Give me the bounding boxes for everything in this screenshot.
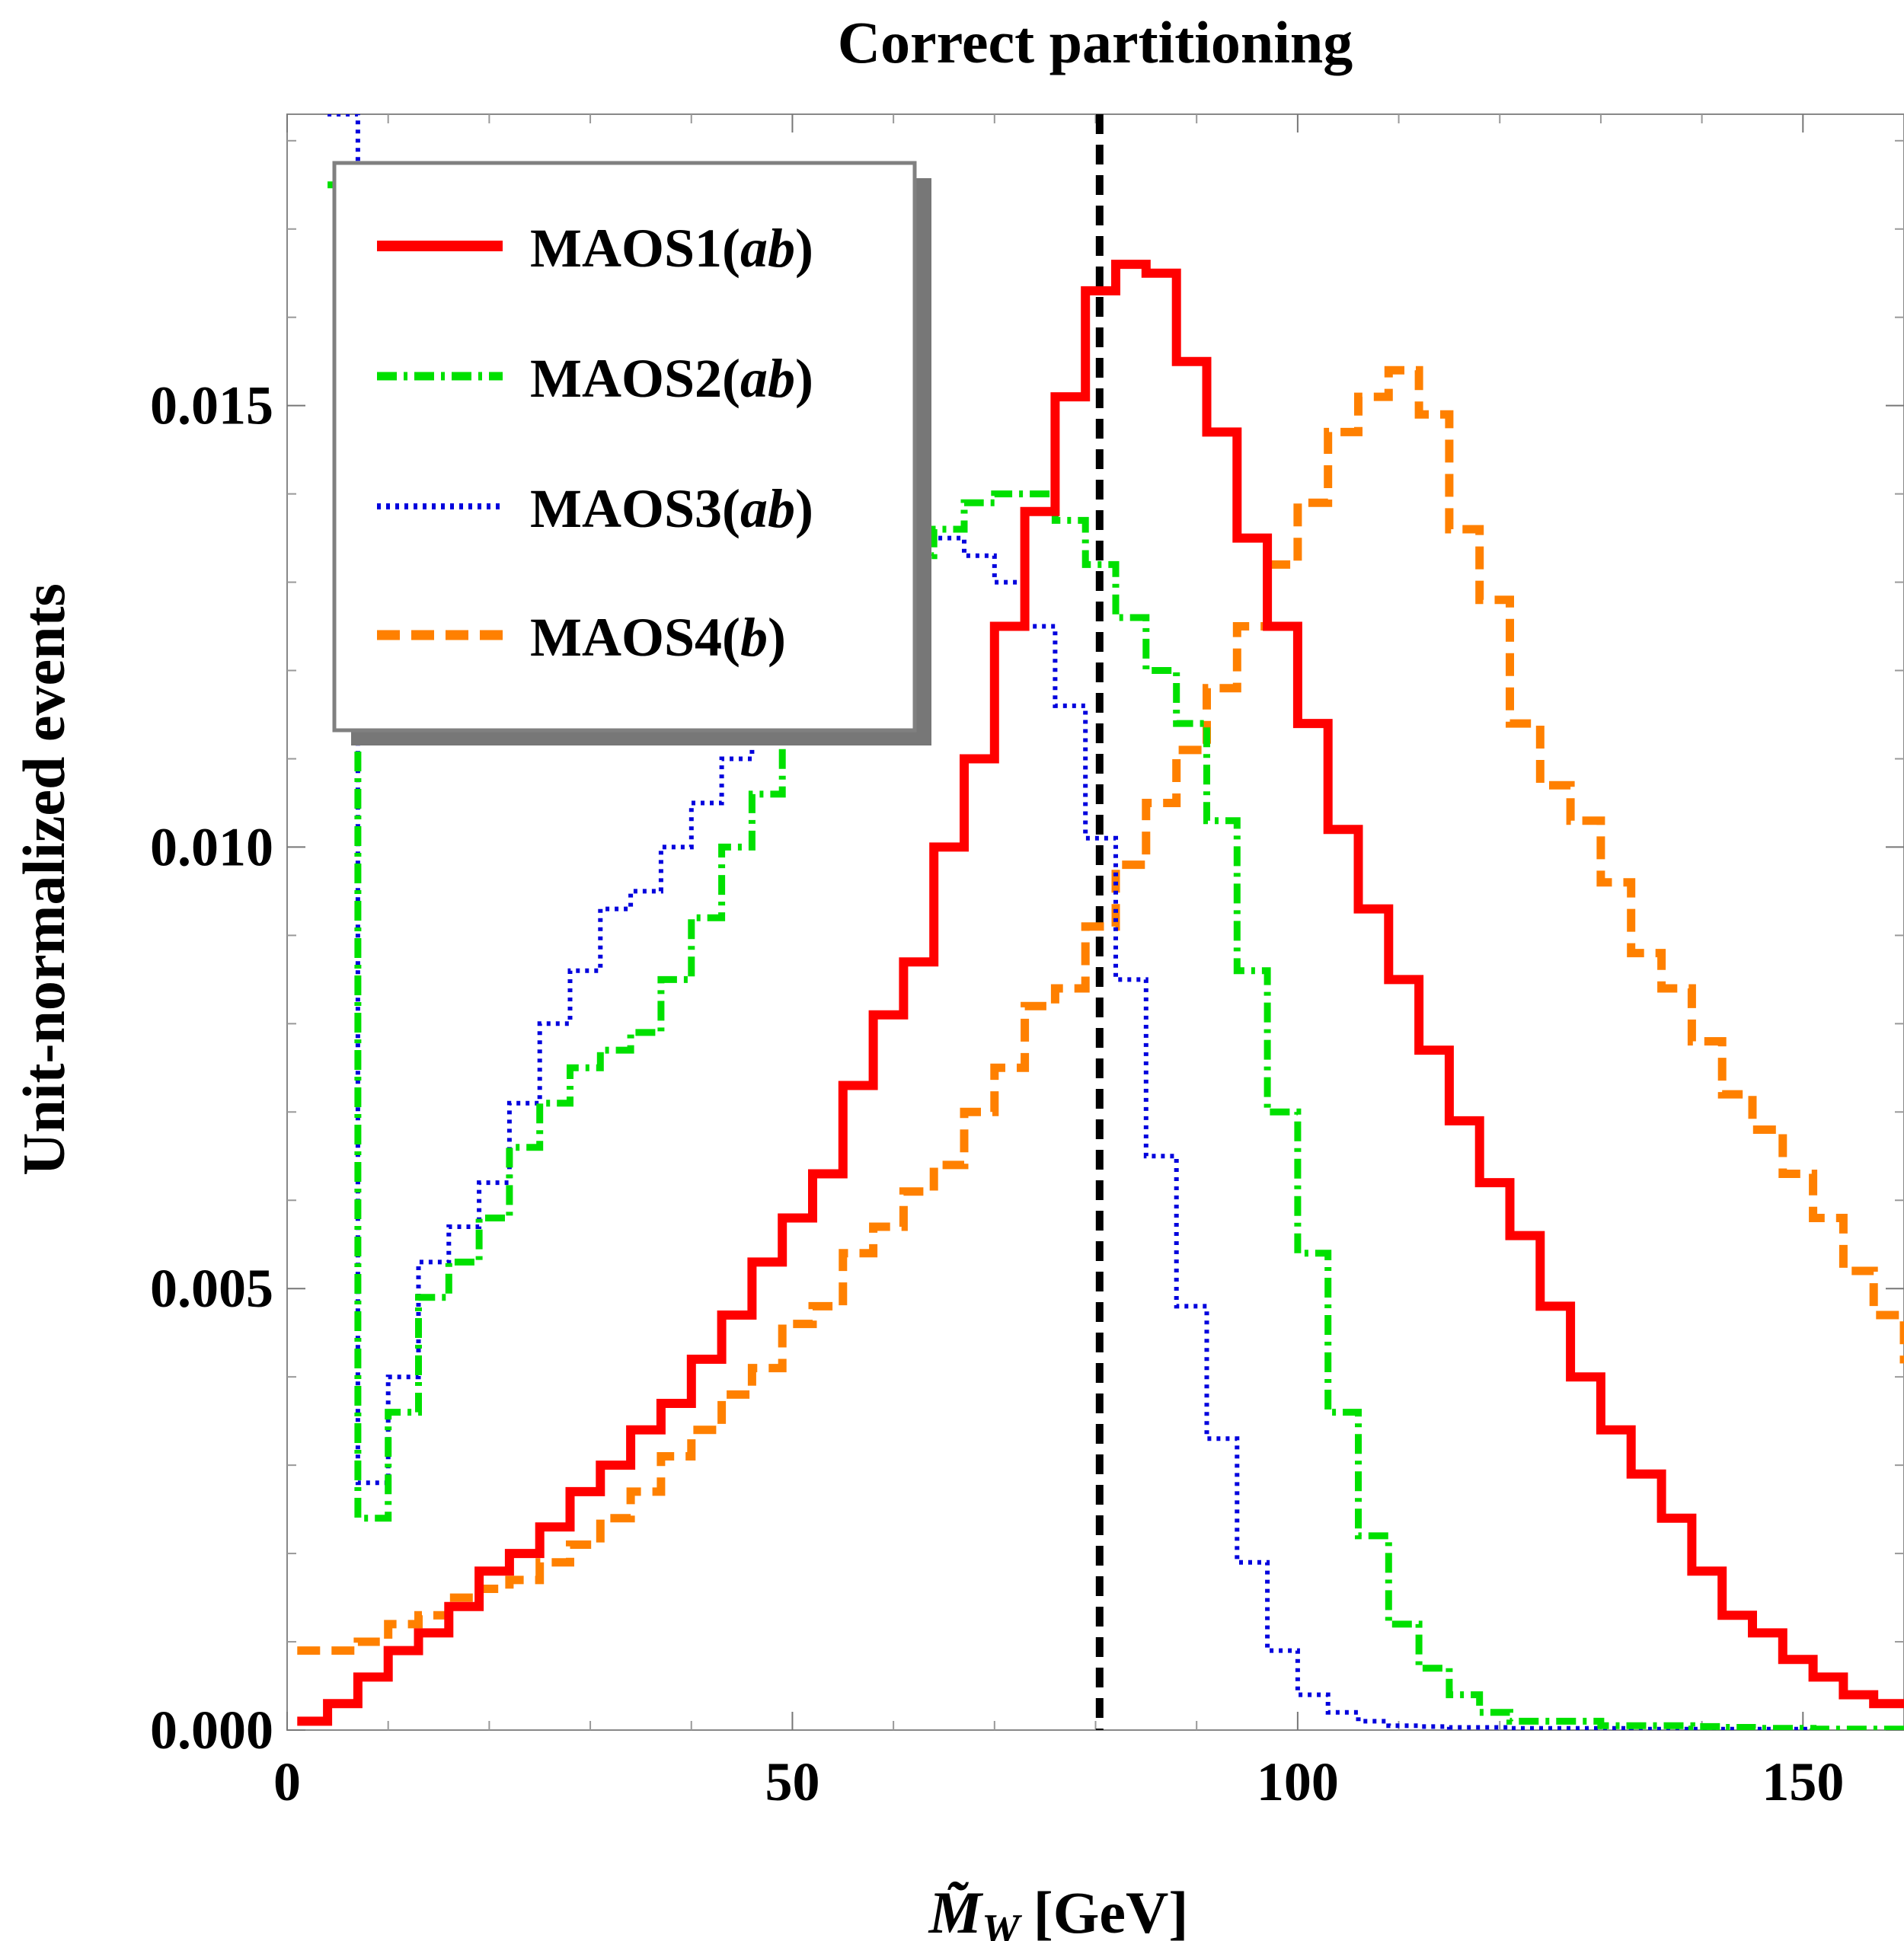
legend-label-maos3: MAOS3(ab) [530, 478, 813, 539]
legend-label-text: MAOS2( [530, 348, 740, 409]
series-maos3-line [327, 114, 1813, 1730]
legend: MAOS1(ab)MAOS2(ab)MAOS3(ab)MAOS4(b) [332, 161, 931, 745]
legend-label-italic: ab [740, 478, 795, 539]
legend-label-italic: b [740, 607, 768, 668]
x-axis-label: M̃W [GeV] [928, 1879, 1189, 1941]
legend-label-maos4: MAOS4(b) [530, 607, 786, 668]
legend-label-maos1: MAOS1(ab) [530, 218, 813, 279]
legend-label-text: MAOS4( [530, 607, 740, 668]
legend-label-end: ) [795, 348, 813, 409]
y-tick-label: 0.010 [150, 816, 273, 877]
legend-label-text: MAOS1( [530, 218, 740, 279]
x-tick-label: 100 [1257, 1751, 1339, 1812]
legend-label-italic: ab [740, 348, 795, 409]
y-tick-label: 0.015 [150, 375, 273, 436]
y-axis-label: Unit-normalized events [11, 583, 77, 1176]
x-axis-label-symbol: M̃ [928, 1879, 984, 1941]
legend-label-maos2: MAOS2(ab) [530, 348, 813, 409]
legend-label-end: ) [768, 607, 786, 668]
legend-label-end: ) [795, 478, 813, 539]
legend-label-italic: ab [740, 218, 795, 279]
x-tick-label: 0 [273, 1751, 301, 1812]
y-tick-label: 0.000 [150, 1700, 273, 1761]
series-group [297, 114, 1904, 1730]
x-tick-label: 50 [765, 1751, 819, 1812]
chart-title: Correct partitioning [838, 9, 1353, 75]
series-maos2-line [327, 181, 1904, 1730]
legend-label-text: MAOS3( [530, 478, 740, 539]
series-maos1-line [297, 260, 1904, 1726]
axis-ticks: 0 50 100 150 0.000 0.005 0.010 0.015 [150, 114, 1904, 1812]
x-axis-label-subscript: W [982, 1906, 1023, 1941]
x-tick-label: 150 [1762, 1751, 1844, 1812]
x-axis-label-unit: [GeV] [1033, 1879, 1189, 1941]
y-tick-label: 0.005 [150, 1258, 273, 1319]
legend-label-end: ) [795, 218, 813, 279]
